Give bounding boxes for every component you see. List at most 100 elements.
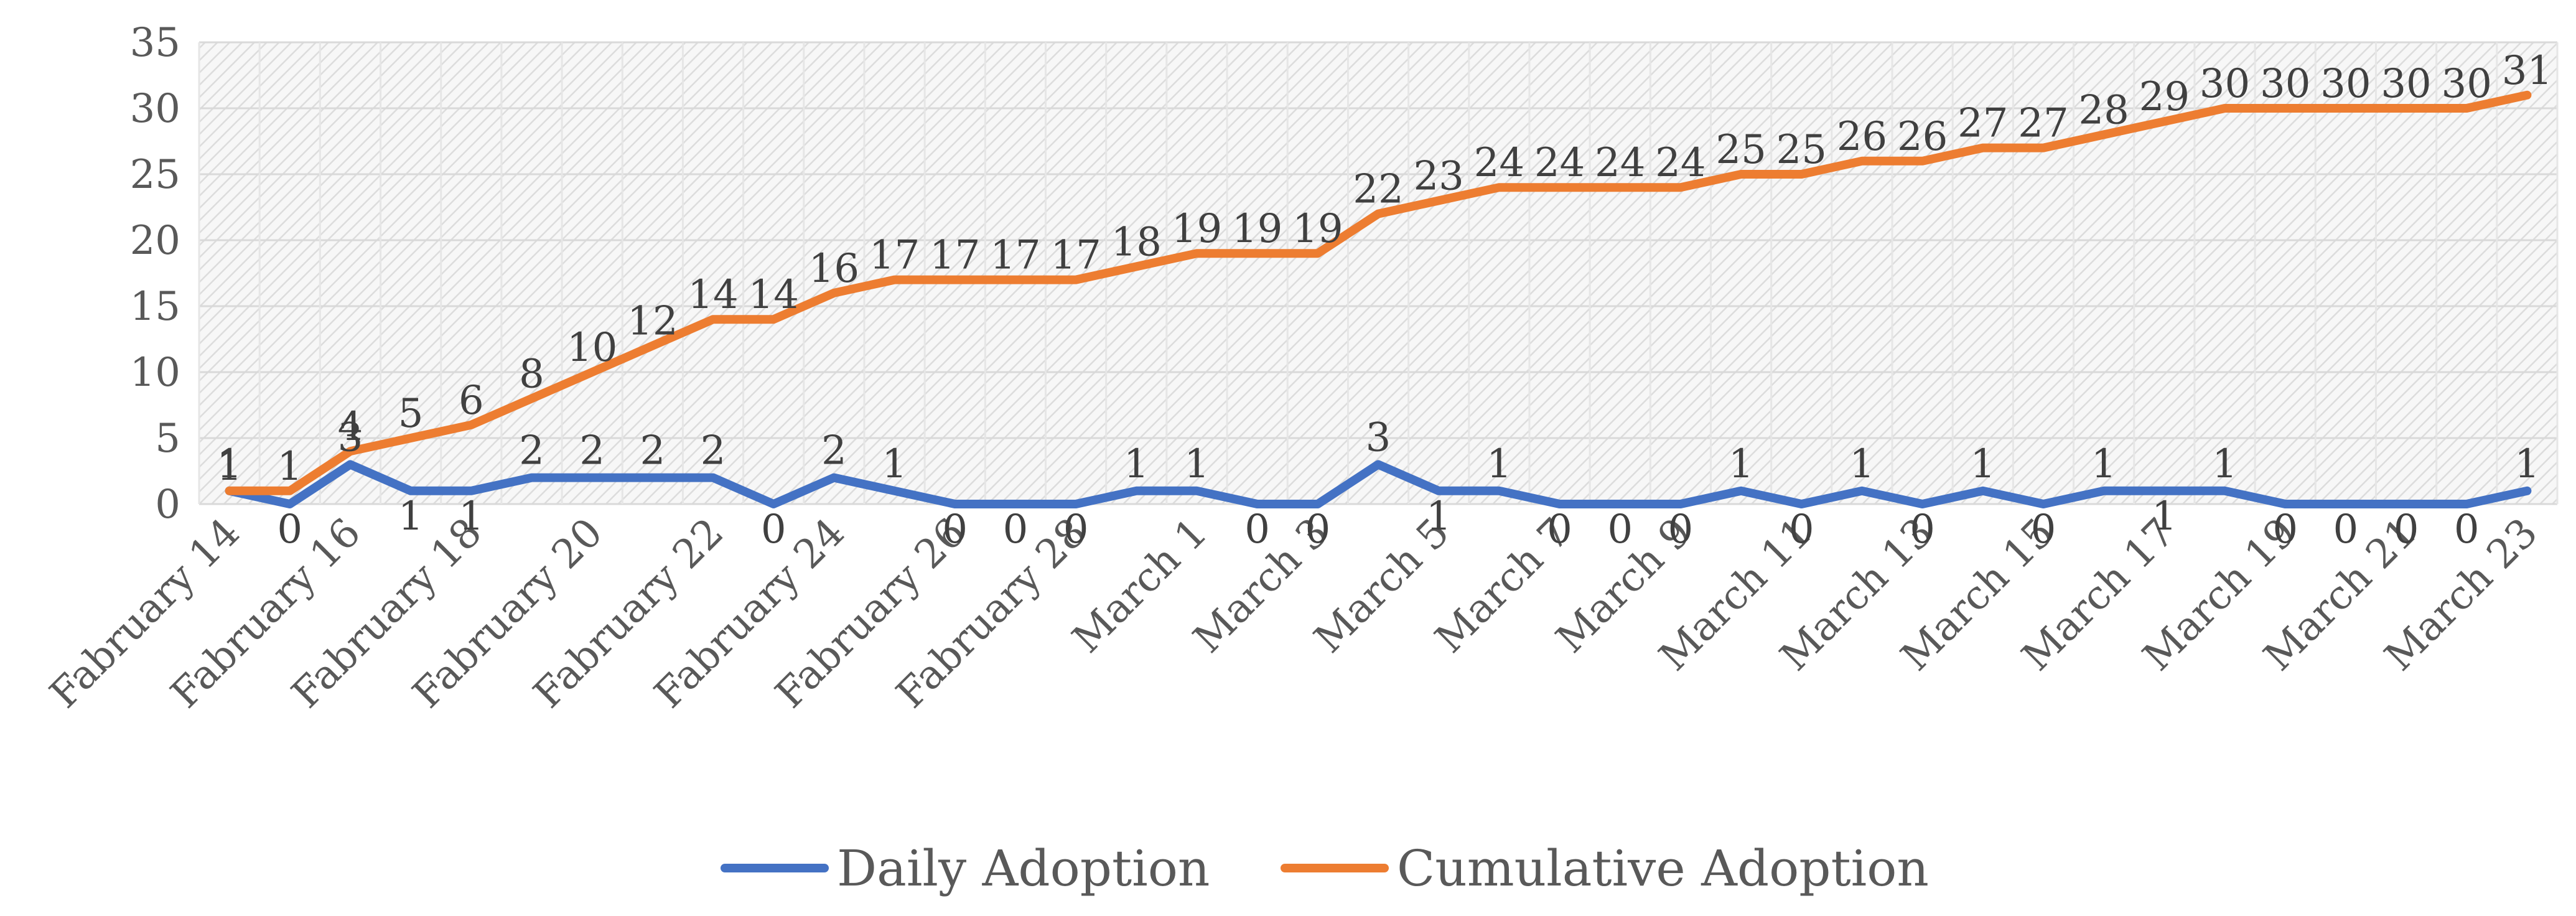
data-label-cumulative: 24 (1534, 140, 1585, 186)
data-point (2041, 146, 2045, 150)
data-point (1799, 172, 1804, 176)
data-label-cumulative: 12 (627, 299, 678, 345)
data-label-cumulative: 30 (2381, 61, 2431, 107)
data-label-cumulative: 19 (1292, 206, 1343, 252)
data-label-daily: 1 (1184, 441, 1210, 487)
y-tick-label: 0 (155, 482, 180, 528)
data-point (1860, 488, 1864, 493)
data-label-daily: 1 (882, 441, 907, 487)
data-label-daily: 2 (821, 428, 847, 474)
data-label-cumulative: 10 (567, 325, 617, 371)
data-point (772, 502, 776, 506)
data-label-daily: 1 (2212, 441, 2238, 487)
data-label-daily: 1 (459, 493, 484, 540)
data-label-daily: 3 (338, 414, 363, 460)
data-label-daily: 1 (2514, 441, 2540, 487)
data-label-daily: 0 (2454, 507, 2480, 553)
data-point (1920, 502, 1925, 506)
data-label-daily: 1 (1970, 441, 1995, 487)
data-point (1376, 212, 1380, 216)
data-point (1315, 251, 1320, 256)
data-label-cumulative: 30 (2200, 61, 2250, 107)
data-point (1557, 502, 1562, 506)
data-point (1739, 488, 1743, 493)
data-point (1195, 251, 1199, 256)
y-tick-label: 5 (155, 416, 180, 462)
data-point (287, 502, 292, 506)
data-label-daily: 1 (217, 441, 242, 487)
data-point (348, 462, 352, 467)
data-point (1678, 185, 1682, 190)
data-point (1860, 159, 1864, 163)
data-point (1678, 502, 1682, 506)
y-tick-label: 15 (130, 284, 180, 330)
data-label-daily: 0 (1244, 507, 1270, 553)
data-point (2283, 106, 2287, 110)
data-point (1981, 146, 1985, 150)
data-label-daily: 0 (761, 507, 786, 553)
data-point (1376, 462, 1380, 467)
data-point (590, 370, 594, 374)
data-label-daily: 1 (2152, 493, 2177, 540)
data-point (1134, 264, 1139, 269)
data-label-daily: 0 (1003, 507, 1029, 553)
data-point (530, 475, 534, 480)
data-point (2223, 488, 2227, 493)
data-label-cumulative: 30 (2320, 61, 2371, 107)
data-label-daily: 0 (2272, 507, 2298, 553)
data-label-daily: 2 (701, 428, 726, 474)
data-label-cumulative: 24 (1655, 140, 1706, 186)
data-point (1074, 502, 1078, 506)
data-point (2102, 133, 2106, 137)
data-point (1437, 199, 1441, 203)
data-label-daily: 1 (1729, 441, 1754, 487)
data-point (772, 317, 776, 322)
data-point (2465, 106, 2469, 110)
data-label-cumulative: 14 (748, 272, 798, 318)
data-point (2465, 502, 2469, 506)
data-point (1013, 502, 1017, 506)
legend-label: Daily Adoption (837, 839, 1210, 897)
data-label-daily: 0 (1547, 507, 1572, 553)
data-point (953, 502, 957, 506)
data-point (287, 488, 292, 493)
data-point (1315, 502, 1320, 506)
data-label-daily: 0 (1305, 507, 1330, 553)
data-label-cumulative: 17 (930, 233, 980, 279)
y-tick-label: 35 (130, 20, 180, 66)
data-point (1739, 172, 1743, 176)
data-label-daily: 1 (1486, 441, 1512, 487)
legend-label: Cumulative Adoption (1397, 839, 1929, 897)
data-point (469, 423, 474, 427)
data-point (1557, 185, 1562, 190)
data-point (1618, 185, 1622, 190)
data-point (1799, 502, 1804, 506)
data-point (2162, 119, 2167, 124)
data-label-cumulative: 17 (869, 233, 920, 279)
data-point (2525, 488, 2529, 493)
data-point (1013, 278, 1017, 282)
data-label-daily: 0 (2394, 507, 2419, 553)
data-label-daily: 0 (1668, 507, 1694, 553)
data-point (227, 488, 231, 493)
y-tick-label: 10 (130, 350, 180, 396)
data-label-cumulative: 4 (338, 404, 363, 450)
data-label-daily: 0 (277, 507, 302, 553)
data-label-daily: 0 (2333, 507, 2359, 553)
data-point (2525, 93, 2529, 97)
data-label-cumulative: 18 (1111, 219, 1162, 265)
data-point (1437, 488, 1441, 493)
data-point (2343, 502, 2348, 506)
data-point (1618, 502, 1622, 506)
data-label-cumulative: 30 (2260, 61, 2310, 107)
data-point (711, 317, 716, 322)
data-label-daily: 0 (1063, 507, 1089, 553)
data-label-cumulative: 19 (1232, 206, 1282, 252)
data-label-daily: 0 (1607, 507, 1633, 553)
data-label-cumulative: 23 (1413, 153, 1463, 199)
data-label-cumulative: 8 (519, 351, 544, 397)
y-tick-label: 25 (130, 152, 180, 198)
data-label-cumulative: 6 (459, 378, 484, 424)
